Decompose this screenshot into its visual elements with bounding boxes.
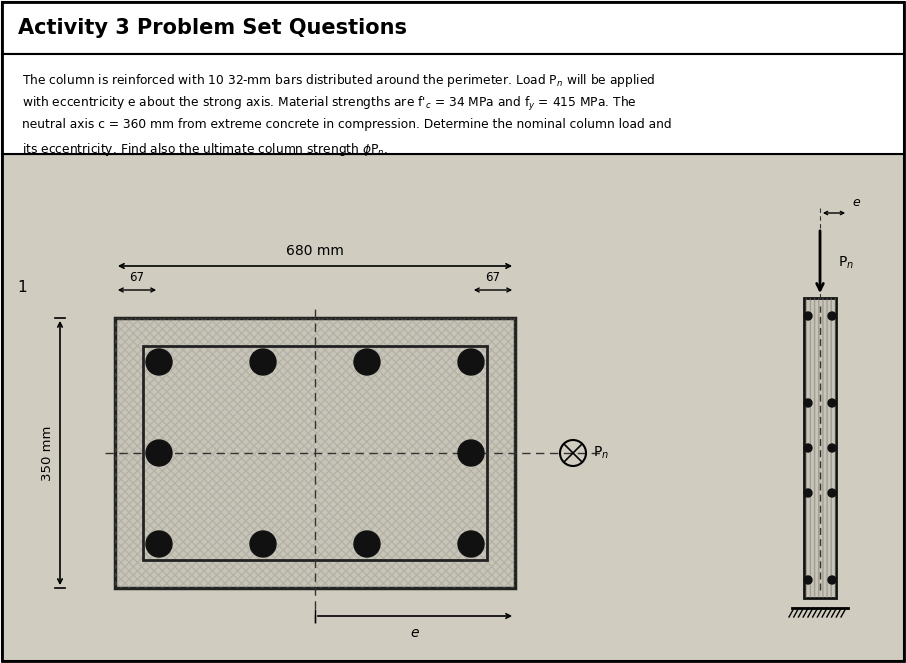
Text: 67: 67 <box>130 271 144 284</box>
Circle shape <box>828 444 836 452</box>
Text: e: e <box>852 196 860 209</box>
Text: P$_n$: P$_n$ <box>838 255 854 271</box>
Circle shape <box>804 312 812 320</box>
Circle shape <box>828 489 836 497</box>
Circle shape <box>146 349 172 375</box>
Circle shape <box>354 349 380 375</box>
Circle shape <box>250 531 276 557</box>
Text: with eccentricity e about the strong axis. Material strengths are f'$_c$ = 34 MP: with eccentricity e about the strong axi… <box>22 95 637 113</box>
Bar <box>804 298 836 598</box>
Bar <box>115 318 515 588</box>
Circle shape <box>250 349 276 375</box>
Text: neutral axis c = 360 mm from extreme concrete in compression. Determine the nomi: neutral axis c = 360 mm from extreme con… <box>22 118 671 131</box>
Circle shape <box>828 399 836 407</box>
Circle shape <box>354 531 380 557</box>
Circle shape <box>458 440 484 466</box>
Circle shape <box>804 444 812 452</box>
Circle shape <box>828 312 836 320</box>
Bar <box>2 154 904 661</box>
Bar <box>2 54 904 154</box>
Text: 1: 1 <box>17 280 27 296</box>
Circle shape <box>828 576 836 584</box>
Circle shape <box>146 531 172 557</box>
Text: its eccentricity. Find also the ultimate column strength $\phi$P$_n$.: its eccentricity. Find also the ultimate… <box>22 141 389 158</box>
Text: The column is reinforced with 10 32-mm bars distributed around the perimeter. Lo: The column is reinforced with 10 32-mm b… <box>22 72 655 89</box>
Text: e: e <box>410 626 419 640</box>
Circle shape <box>804 399 812 407</box>
Text: 67: 67 <box>486 271 500 284</box>
Bar <box>804 298 836 598</box>
Bar <box>2 2 904 54</box>
Text: Activity 3 Problem Set Questions: Activity 3 Problem Set Questions <box>18 18 407 38</box>
Circle shape <box>458 349 484 375</box>
Text: 680 mm: 680 mm <box>286 244 344 258</box>
Circle shape <box>146 440 172 466</box>
Circle shape <box>804 576 812 584</box>
Bar <box>143 346 487 560</box>
Bar <box>115 318 515 588</box>
Circle shape <box>458 531 484 557</box>
Text: 350 mm: 350 mm <box>41 425 54 481</box>
Text: P$_n$: P$_n$ <box>593 445 609 461</box>
Circle shape <box>804 489 812 497</box>
